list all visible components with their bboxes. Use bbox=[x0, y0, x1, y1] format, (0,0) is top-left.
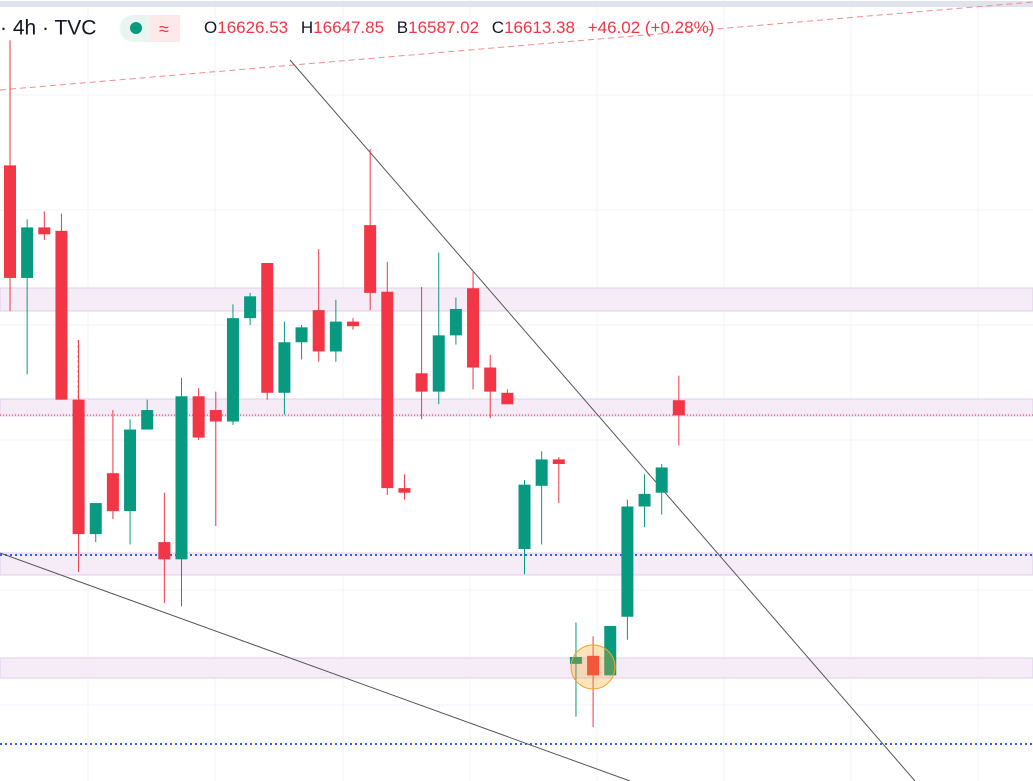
candle-body bbox=[604, 625, 617, 676]
label: C bbox=[492, 18, 504, 37]
candle-body bbox=[209, 410, 222, 422]
candle-body bbox=[141, 410, 154, 430]
candle-body bbox=[278, 342, 291, 393]
candle-body bbox=[638, 493, 651, 507]
candle-body bbox=[347, 321, 359, 327]
candle-body bbox=[467, 288, 480, 368]
candle-body bbox=[192, 396, 205, 438]
highlight-circle bbox=[570, 644, 616, 690]
candle-body bbox=[484, 367, 497, 392]
candle-body bbox=[449, 308, 462, 336]
candle-body bbox=[89, 503, 102, 535]
candle-body bbox=[569, 656, 582, 664]
value: 16613.38 bbox=[504, 18, 575, 37]
candle-body bbox=[295, 327, 308, 343]
candle-body bbox=[432, 335, 445, 392]
candle-body bbox=[398, 488, 411, 493]
candle-body bbox=[552, 459, 565, 465]
candle-body bbox=[38, 227, 51, 235]
candle-body bbox=[4, 165, 16, 278]
candle-body bbox=[21, 227, 34, 278]
ohlc-legend: O16626.53 H16647.85 B16587.02 C16613.38 … bbox=[204, 18, 714, 37]
candle-body bbox=[535, 459, 548, 486]
status-pill bbox=[150, 15, 180, 42]
trendline bbox=[0, 552, 631, 781]
candle-body bbox=[655, 467, 668, 493]
candle-body bbox=[72, 399, 85, 535]
change: +46.02 (+0.28%) bbox=[588, 18, 715, 37]
label: B bbox=[397, 18, 408, 37]
label: O bbox=[204, 18, 217, 37]
candle-body bbox=[518, 484, 531, 549]
candle-body bbox=[106, 473, 119, 512]
trendline bbox=[289, 59, 916, 781]
candles bbox=[4, 40, 685, 728]
candle-body bbox=[329, 321, 342, 352]
candle-body bbox=[587, 655, 600, 676]
candle-body bbox=[501, 392, 514, 405]
candle-body bbox=[312, 310, 325, 352]
dashed-trendline bbox=[0, 1, 1033, 91]
candle-body bbox=[672, 400, 685, 416]
value: 16647.85 bbox=[313, 18, 384, 37]
candle-body bbox=[55, 230, 68, 400]
status-icon: ≈ bbox=[159, 19, 169, 39]
candle-body bbox=[364, 225, 377, 293]
candle-body bbox=[158, 542, 171, 560]
symbol: · 4h · TVC bbox=[0, 17, 96, 40]
candle-body bbox=[124, 429, 137, 512]
zones bbox=[0, 287, 1033, 679]
candle-body bbox=[621, 506, 634, 617]
value: 16626.53 bbox=[217, 18, 288, 37]
candle-body bbox=[226, 318, 239, 422]
candle-body bbox=[261, 263, 274, 393]
status-dot bbox=[130, 22, 142, 34]
candle-body bbox=[175, 396, 188, 560]
value: 16587.02 bbox=[408, 18, 479, 37]
candle-body bbox=[381, 291, 394, 489]
label: H bbox=[301, 18, 313, 37]
candle-body bbox=[244, 296, 257, 319]
candle-body bbox=[415, 373, 428, 392]
